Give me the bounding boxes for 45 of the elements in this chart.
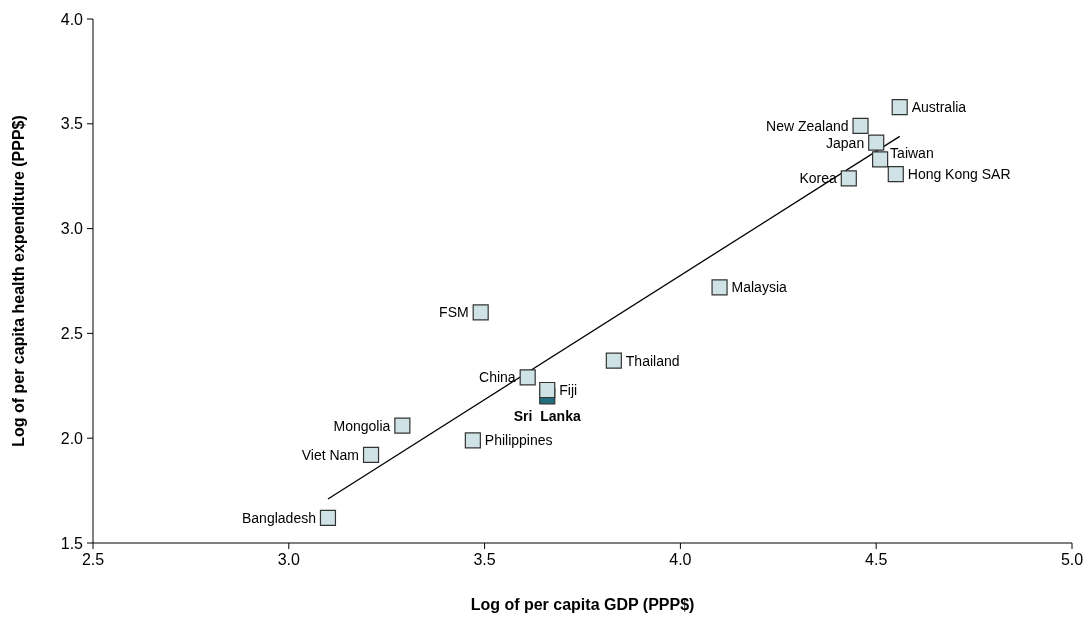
point — [887, 166, 904, 183]
y-tick-label: 2.5 — [60, 325, 84, 342]
annotation: Viet Nam — [301, 446, 360, 463]
x-tick-label: 4.0 — [669, 551, 692, 568]
x-tick-label: 2.5 — [81, 551, 105, 568]
point — [472, 304, 489, 321]
annotation: Philippines — [484, 432, 553, 449]
annotation: Fiji — [559, 381, 578, 398]
y-tick-label: 2.0 — [60, 429, 84, 447]
x-tick-label: 4.5 — [865, 551, 888, 568]
point — [872, 151, 889, 168]
annotation: China — [479, 369, 516, 386]
annotation: New Zealand — [766, 117, 849, 134]
point — [868, 134, 885, 151]
point — [605, 352, 622, 369]
annotation: Malaysia — [731, 279, 788, 296]
x-tick-label: 5.0 — [1060, 551, 1084, 568]
point — [362, 446, 380, 464]
annotation: Thailand — [625, 352, 680, 369]
y-tick-label: 3.0 — [60, 220, 84, 238]
point — [319, 509, 337, 526]
x-axis-title: Log of per capita GDP (PPP$) — [470, 596, 695, 613]
x-tick-label: 3.0 — [277, 551, 301, 568]
annotation: FSM — [439, 304, 469, 321]
point — [394, 417, 411, 434]
x-tick-label: 3.5 — [473, 551, 496, 568]
annotation: Hong Kong SAR — [907, 166, 1011, 182]
point — [519, 369, 536, 386]
y-axis-title: Log of per capita health expenditure (PPP$) — [10, 115, 27, 447]
annotation: Japan — [826, 134, 865, 151]
annotation: Korea — [799, 170, 837, 187]
point — [840, 170, 857, 187]
y-tick-label: 3.5 — [60, 115, 84, 133]
point — [852, 117, 869, 134]
y-tick-label: 4.0 — [60, 10, 84, 28]
y-tick-label: 1.5 — [60, 534, 84, 552]
point — [464, 432, 481, 449]
annotation: Taiwan — [890, 145, 934, 162]
annotation: Sri Lanka — [513, 408, 581, 425]
annotation: Mongolia — [333, 417, 391, 434]
point — [539, 381, 556, 399]
point — [891, 98, 908, 116]
annotation: Bangladesh — [242, 509, 316, 526]
point — [711, 279, 728, 296]
annotation: Australia — [911, 98, 967, 115]
